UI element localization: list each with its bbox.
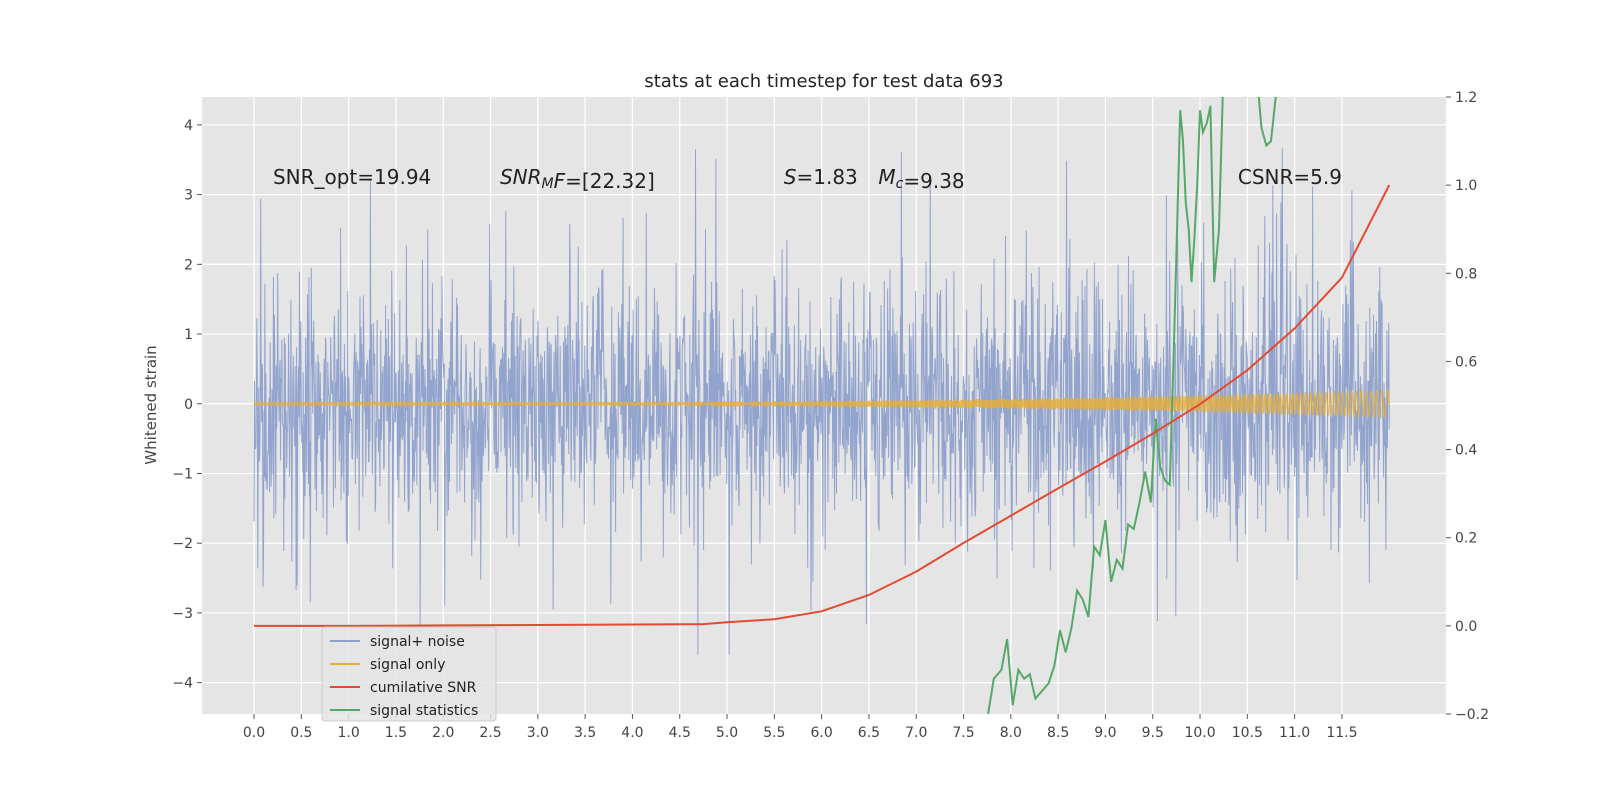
x-tick-label: 11.5 [1326, 725, 1357, 741]
y-tick-label: −4 [172, 676, 193, 692]
x-tick-label: 0.0 [243, 725, 265, 741]
series-layer [253, 97, 1391, 714]
x-tick-label: 3.5 [574, 725, 596, 741]
y2-tick-label: 0.6 [1455, 354, 1477, 370]
series-signal-statistics [987, 97, 1277, 714]
y2-tick-label: 1.2 [1455, 90, 1477, 106]
y2-tick-label: 0.4 [1455, 443, 1477, 459]
x-tick-label: 8.5 [1047, 725, 1069, 741]
x-tick-label: 2.5 [479, 725, 501, 741]
x-tick-label: 2.0 [432, 725, 454, 741]
y-tick-label: 2 [184, 257, 193, 273]
series-signal-noise [253, 148, 1390, 655]
x-tick-label: 8.0 [1000, 725, 1022, 741]
annotation-csnr: CSNR=5.9 [1238, 165, 1342, 189]
x-tick-label: 6.0 [811, 725, 833, 741]
annotation-snr-opt: SNR_opt=19.94 [273, 165, 431, 189]
legend-box [321, 626, 497, 722]
y2-tick-label: −0.2 [1455, 707, 1489, 723]
x-tick-label: 11.0 [1279, 725, 1310, 741]
legend-label-signal-statistics: signal statistics [370, 703, 478, 719]
y-tick-label: −2 [172, 536, 193, 552]
legend-label-cumulative-snr: cumilative SNR [370, 680, 477, 696]
x-tick-label: 9.5 [1142, 725, 1164, 741]
legend-label-signal-only: signal only [370, 657, 445, 673]
y-tick-label: 0 [184, 397, 193, 413]
x-tick-label: 7.5 [952, 725, 974, 741]
y-tick-label: −3 [172, 606, 193, 622]
x-tick-label: 10.5 [1232, 725, 1263, 741]
series-cumulative-snr [254, 184, 1391, 627]
x-tick-label: 5.0 [716, 725, 738, 741]
x-tick-label: 10.0 [1184, 725, 1215, 741]
x-tick-label: 0.5 [290, 725, 312, 741]
y-axis-label: Whitened strain [142, 345, 160, 464]
y-tick-label: 3 [184, 188, 193, 204]
axes-layer: 0.0 0.5 1.0 1.5 2.0 2.5 3.0 3.5 4.0 4.5 5.0 5.5 6.0 6… [172, 90, 1489, 741]
x-tick-label: 9.0 [1094, 725, 1116, 741]
x-tick-label: 5.5 [763, 725, 785, 741]
y2-tick-label: 0.0 [1455, 619, 1477, 635]
x-tick-label: 3.0 [527, 725, 549, 741]
x-tick-label: 1.0 [337, 725, 359, 741]
x-tick-label: 4.5 [669, 725, 691, 741]
annotation-mc-value: Mc=9.38 [878, 165, 964, 193]
y2-tick-label: 0.8 [1455, 266, 1477, 282]
chart-title: stats at each timestep for test data 693 [644, 71, 1003, 92]
x-tick-label: 7.0 [905, 725, 927, 741]
x-tick-label: 6.5 [858, 725, 880, 741]
legend: signal+ noise signal only cumilative SNR si… [321, 626, 497, 722]
x-tick-label: 1.5 [385, 725, 407, 741]
y2-tick-label: 0.2 [1455, 531, 1477, 547]
x-tick-label: 4.0 [621, 725, 643, 741]
legend-label-signal-noise: signal+ noise [370, 634, 465, 650]
annotation-s-value: S=1.83 [784, 165, 858, 189]
y-tick-label: 4 [184, 118, 193, 134]
y-tick-label: −1 [172, 466, 193, 482]
series-signal-only [253, 387, 1390, 420]
y-tick-label: 1 [184, 327, 193, 343]
annotation-snr-mf: SNRMF=[22.32] [500, 165, 655, 193]
annotations: SNR_opt=19.94 SNRMF=[22.32] S=1.83 Mc=9.38 C… [273, 165, 1342, 193]
y2-tick-label: 1.0 [1455, 178, 1477, 194]
